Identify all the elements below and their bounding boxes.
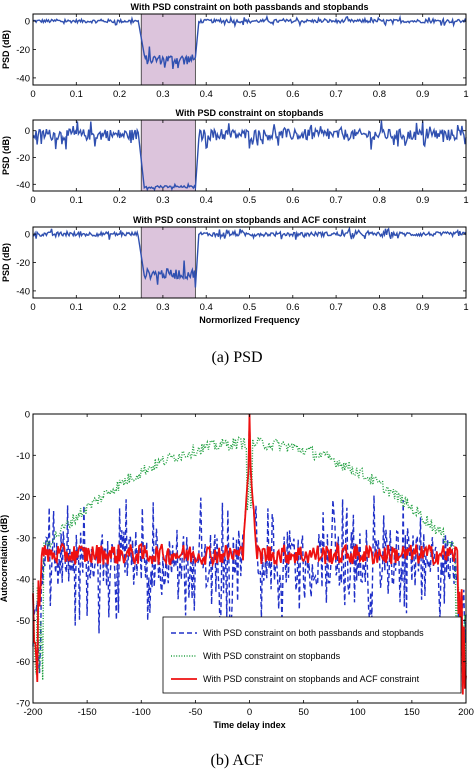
y-tick-label: -20 bbox=[16, 492, 30, 503]
x-tick-label: 0.2 bbox=[113, 302, 126, 313]
x-tick-label: 0.8 bbox=[373, 302, 386, 313]
plot-frame bbox=[32, 13, 467, 86]
x-tick-label: 0.4 bbox=[200, 195, 213, 206]
x-tick-label: 0.3 bbox=[156, 195, 169, 206]
x-tick-label: 0.4 bbox=[200, 89, 213, 100]
x-tick-label: 0.8 bbox=[373, 89, 386, 100]
y-tick-label: 0 bbox=[25, 17, 30, 28]
x-tick-label: 0.6 bbox=[286, 89, 299, 100]
legend-label-2: With PSD constraint on stopbands and ACF… bbox=[203, 674, 420, 684]
x-tick-label: 0.9 bbox=[416, 302, 429, 313]
x-tick-label: 0.1 bbox=[70, 89, 83, 100]
psd-panel-1: 0 0.1 0.2 0.3 0.4 0.5 0.6 0.7 0.8 0.9 1 0 -20 -40 With… bbox=[1, 2, 469, 100]
stopband-region bbox=[140, 226, 196, 299]
psd-panel-3: 0 0.1 0.2 0.3 0.4 0.5 0.6 0.7 0.8 0.9 1 0 -20 -40 With… bbox=[1, 215, 469, 325]
x-tick-label: 1 bbox=[463, 89, 468, 100]
caption-acf: (b) ACF bbox=[211, 752, 264, 769]
x-tick-label: 0.7 bbox=[329, 302, 342, 313]
y-tick-label: 0 bbox=[25, 410, 30, 421]
x-tick-label: 0 bbox=[30, 302, 35, 313]
x-tick-label: 0.4 bbox=[200, 302, 213, 313]
x-tick-label: 0.1 bbox=[70, 302, 83, 313]
y-tick-label: -30 bbox=[16, 533, 30, 544]
legend-label-0: With PSD constraint on both passbands an… bbox=[203, 628, 424, 638]
x-tick-label: 0.2 bbox=[113, 195, 126, 206]
y-tick-label: -10 bbox=[16, 451, 30, 462]
x-tick-label: 0.9 bbox=[416, 195, 429, 206]
y-axis-label: PSD (dB) bbox=[1, 30, 11, 69]
x-tick-label: 150 bbox=[404, 707, 420, 718]
legend-box bbox=[162, 616, 462, 694]
x-tick-label: 0.3 bbox=[156, 89, 169, 100]
x-tick-label: 100 bbox=[350, 707, 366, 718]
legend-label-1: With PSD constraint on stopbands bbox=[203, 651, 341, 661]
x-tick-label: 0.9 bbox=[416, 89, 429, 100]
x-tick-label: 0.1 bbox=[70, 195, 83, 206]
x-axis-label: Time delay index bbox=[213, 720, 285, 730]
series-line-0 bbox=[32, 413, 467, 687]
x-tick-label: 200 bbox=[458, 707, 474, 718]
y-tick-label: -40 bbox=[16, 575, 30, 586]
x-tick-label: 0.5 bbox=[243, 302, 256, 313]
chart-title: With PSD constraint on stopbands and ACF… bbox=[133, 215, 366, 225]
x-tick-label: -200 bbox=[23, 707, 42, 718]
x-tick-label: 0.5 bbox=[243, 195, 256, 206]
x-tick-label: 0.6 bbox=[286, 302, 299, 313]
x-tick-label: 0.3 bbox=[156, 302, 169, 313]
y-tick-label: -20 bbox=[16, 258, 30, 269]
y-tick-label: -40 bbox=[16, 286, 30, 297]
x-tick-label: 0.7 bbox=[329, 89, 342, 100]
series-line-0 bbox=[32, 120, 467, 192]
y-tick-label: -60 bbox=[16, 657, 30, 668]
x-tick-label: 0.8 bbox=[373, 195, 386, 206]
series-line-0 bbox=[33, 14, 467, 70]
acf-panel: -200 -150 -100 -50 0 50 100 150 200 0 -10 -20 -30 -40… bbox=[0, 410, 474, 731]
caption-psd: (a) PSD bbox=[211, 349, 262, 366]
chart-title: With PSD constraint on stopbands bbox=[176, 108, 324, 118]
y-tick-label: -70 bbox=[16, 699, 30, 710]
x-tick-label: -150 bbox=[78, 707, 97, 718]
y-axis-label: PSD (dB) bbox=[1, 243, 11, 282]
chart-title: With PSD constraint on both passbands an… bbox=[131, 2, 369, 12]
y-tick-label: -20 bbox=[16, 45, 30, 56]
psd-panel-2: 0 0.1 0.2 0.3 0.4 0.5 0.6 0.7 0.8 0.9 1 0 -20 -40 With… bbox=[1, 108, 469, 206]
x-tick-label: -100 bbox=[132, 707, 151, 718]
y-tick-label: 0 bbox=[25, 126, 30, 137]
y-tick-label: -50 bbox=[16, 616, 30, 627]
x-tick-label: 50 bbox=[298, 707, 309, 718]
x-tick-label: 0.6 bbox=[286, 195, 299, 206]
y-axis-label: PSD (dB) bbox=[1, 136, 11, 175]
x-tick-label: 0 bbox=[30, 195, 35, 206]
x-tick-label: 0.5 bbox=[243, 89, 256, 100]
y-tick-label: -40 bbox=[16, 180, 30, 191]
x-axis-label: Normorlized Frequency bbox=[199, 315, 300, 325]
x-tick-label: 1 bbox=[463, 302, 468, 313]
y-tick-label: 0 bbox=[25, 230, 30, 241]
x-tick-label: 0 bbox=[247, 707, 252, 718]
x-tick-label: -50 bbox=[189, 707, 203, 718]
plot-frame bbox=[32, 119, 467, 192]
y-tick-label: -20 bbox=[16, 153, 30, 164]
x-tick-label: 0.2 bbox=[113, 89, 126, 100]
x-tick-label: 0.7 bbox=[329, 195, 342, 206]
x-tick-label: 1 bbox=[463, 195, 468, 206]
y-axis-label: Autocorrelation (dB) bbox=[0, 515, 9, 603]
series-line-0 bbox=[32, 226, 467, 288]
x-tick-label: 0 bbox=[30, 89, 35, 100]
y-tick-label: -40 bbox=[16, 73, 30, 84]
stopband-region bbox=[140, 119, 196, 192]
